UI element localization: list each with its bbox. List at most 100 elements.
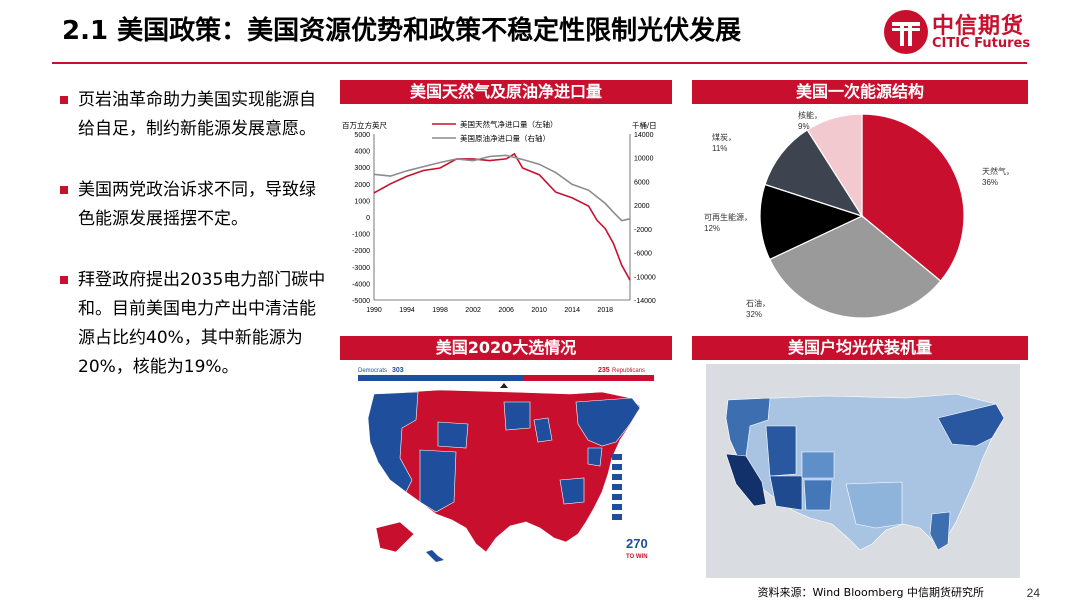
map-hawaii-blue: [426, 550, 444, 562]
x-tick-label: 1998: [432, 307, 448, 314]
pie-label-1: 天然气，: [982, 166, 1014, 176]
y-tick-label: -3000: [352, 265, 370, 272]
map-florida: [929, 511, 951, 551]
map-california: [725, 453, 767, 507]
x-tick-label: 2018: [597, 307, 613, 314]
y2-tick-label: 14000: [634, 132, 654, 139]
map-southwest-blue: [419, 449, 457, 513]
x-tick-label: 2014: [564, 307, 580, 314]
pie-label-3: 可再生能源，: [704, 212, 752, 222]
citic-emblem-icon: [884, 10, 928, 54]
map-ocean-bottom: [706, 552, 1020, 578]
y-tick-label: 3000: [354, 165, 370, 172]
y-tick-label: 1000: [354, 198, 370, 205]
dem-label: Democrats: [358, 368, 387, 374]
page-number: 24: [1026, 586, 1040, 600]
pie-label-5: 核能，: [798, 110, 822, 120]
map-new-mexico: [803, 479, 833, 511]
badge-270: 270: [626, 536, 648, 551]
map-small-state-7: [612, 514, 622, 520]
map-west-coast-blue: [367, 391, 419, 493]
map-small-state-5: [612, 494, 622, 500]
y2-axis-label: 千桶/日: [632, 120, 657, 130]
pie-slice-4: [764, 129, 864, 218]
win-marker-icon: [500, 383, 508, 388]
map-small-state-4: [612, 484, 622, 490]
page-title: 2.1 美国政策：美国资源优势和政策不稳定性限制光伏发展: [62, 16, 742, 46]
map-small-state-6: [612, 504, 622, 510]
y-tick-label: -1000: [352, 232, 370, 239]
y2-tick-label: -10000: [634, 274, 656, 281]
pie-slice-2: [768, 215, 942, 319]
bullet-item-1: 页岩油革命助力美国实现能源自给自足，制约新能源发展意愿。: [60, 86, 330, 144]
panel-header-solar: 美国户均光伏装机量: [692, 336, 1028, 360]
map-small-state-3: [612, 474, 622, 480]
y-tick-label: 5000: [354, 132, 370, 139]
map-minnesota-blue: [503, 401, 531, 431]
y-tick-label: 4000: [354, 149, 370, 156]
bullet-item-2: 美国两党政治诉求不同，导致绿色能源发展摇摆不定。: [60, 176, 330, 234]
map-small-state-2: [612, 464, 622, 470]
x-tick-label: 2010: [531, 307, 547, 314]
y2-tick-label: -14000: [634, 298, 656, 305]
citic-logo: 中信期货 CITIC Futures: [880, 6, 1040, 58]
pie-label-pct-1: 36%: [982, 178, 998, 187]
map-michigan-blue: [533, 417, 553, 443]
y2-tick-label: -2000: [634, 227, 652, 234]
y-axis-label: 百万立方英尺: [342, 120, 387, 130]
y-tick-label: 2000: [354, 182, 370, 189]
pie-label-4: 煤炭，: [712, 132, 736, 142]
gas-oil-line-chart: 百万立方英尺 千桶/日500040003000200010000-1000-200…: [342, 119, 657, 314]
title-divider: [52, 62, 1027, 64]
series-line-1: [373, 152, 631, 281]
dem-votes: 303: [392, 367, 404, 374]
y2-tick-label: 6000: [634, 179, 650, 186]
dem-bar: [358, 375, 524, 381]
map-georgia-blue: [559, 477, 585, 505]
legend-label-1: 美国天然气净进口量（左轴）: [460, 119, 558, 129]
pie-label-2: 石油，: [746, 298, 770, 308]
y-tick-label: -2000: [352, 248, 370, 255]
map-nevada-utah: [765, 425, 797, 477]
map-alaska-red: [375, 521, 415, 553]
pie-slice-1: [861, 113, 965, 282]
bullet-list: 页岩油革命助力美国实现能源自给自足，制约新能源发展意愿。 美国两党政治诉求不同，…: [60, 86, 330, 382]
x-tick-label: 1990: [366, 307, 382, 314]
y2-tick-label: 2000: [634, 203, 650, 210]
pie-label-pct-2: 32%: [746, 310, 762, 319]
source-note: 资料来源：Wind Bloomberg 中信期货研究所: [757, 586, 984, 599]
y-tick-label: -4000: [352, 281, 370, 288]
solar-capacity-map: [706, 364, 1020, 578]
map-arizona: [769, 475, 803, 511]
pie-label-pct-5: 9%: [798, 122, 810, 131]
pie-slice-5: [806, 113, 863, 219]
legend-label-2: 美国原油净进口量（右轴）: [460, 133, 550, 143]
rep-bar: [524, 375, 654, 381]
panel-header-gas-oil: 美国天然气及原油净进口量: [340, 80, 672, 104]
logo-chinese: 中信期货: [932, 14, 1025, 39]
election-map: Democrats 303 235 Republicans 270 TO WIN: [358, 367, 654, 562]
map-northeast: [937, 403, 1005, 447]
pie-label-pct-4: 11%: [712, 144, 727, 153]
map-colorado: [801, 451, 835, 479]
y2-tick-label: -6000: [634, 251, 652, 258]
badge-to-win: TO WIN: [626, 554, 648, 560]
map-colorado-blue: [437, 421, 469, 449]
rep-votes: 235: [598, 367, 610, 374]
map-virginia-blue: [587, 447, 603, 467]
y-tick-label: 0: [366, 215, 370, 222]
panel-header-energy-structure: 美国一次能源结构: [692, 80, 1028, 104]
map-northeast-blue: [575, 397, 641, 447]
y2-tick-label: 10000: [634, 156, 654, 163]
pie-label-pct-3: 12%: [704, 224, 720, 233]
x-tick-label: 1994: [399, 307, 415, 314]
map-small-state-1: [612, 454, 622, 460]
energy-pie-chart: 天然气， 36% 石油， 32% 可再生能源， 12% 煤炭， 11% 核能， 9%: [704, 110, 1014, 319]
x-tick-label: 2006: [498, 307, 514, 314]
series-line-2: [373, 154, 631, 222]
bullet-item-3: 拜登政府提出2035电力部门碳中和。目前美国电力产出中清洁能源占比约40%，其中…: [60, 266, 330, 382]
rep-label: Republicans: [612, 368, 645, 374]
pie-slice-3: [759, 183, 864, 261]
logo-english: CITIC Futures: [932, 36, 1031, 51]
y-tick-label: -5000: [352, 298, 370, 305]
